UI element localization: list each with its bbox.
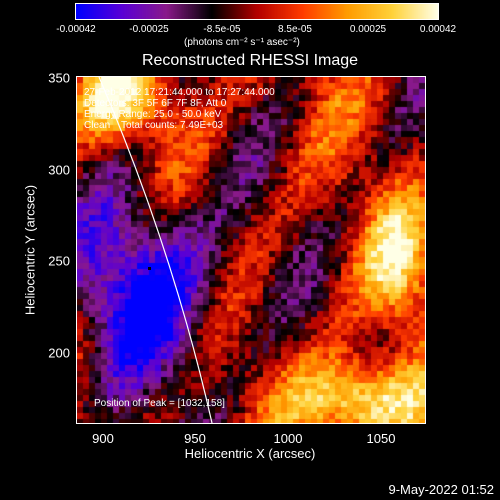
y-tick: 350 xyxy=(48,70,70,86)
colorbar xyxy=(75,3,439,20)
peak-position-text: Position of Peak = [1032,158] xyxy=(94,398,225,409)
plot-title: Reconstructed RHESSI Image xyxy=(141,52,359,69)
x-tick: 1000 xyxy=(273,431,303,446)
colorbar-units: (photons cm⁻² s⁻¹ asec⁻²) xyxy=(184,37,300,48)
heatmap-image xyxy=(77,77,425,423)
peak-marker xyxy=(148,267,151,270)
energy-range-text: Energy Range: 25.0 - 50.0 keV xyxy=(84,109,222,120)
x-tick: 1050 xyxy=(366,431,396,446)
limb-curve xyxy=(98,77,213,423)
colorbar-tick: 0.00042 xyxy=(419,24,457,35)
footer-date: 9-May-2022 01:52 xyxy=(388,482,494,497)
colorbar-tick: -0.00025 xyxy=(129,24,169,35)
time-range-text: 27-Feb-2012 17:21:44.000 to 17:27:44.000 xyxy=(84,87,275,98)
y-tick: 300 xyxy=(48,162,70,178)
y-tick: 250 xyxy=(48,253,70,269)
y-tick: 200 xyxy=(48,345,70,361)
x-tick: 950 xyxy=(184,431,206,446)
colorbar-tick: 8.5e-05 xyxy=(278,24,312,35)
total-counts-text: Clean Total counts: 7.49E+03 xyxy=(84,120,224,131)
colorbar-tick: -8.5e-05 xyxy=(203,24,241,35)
rhessi-image-plot: 27-Feb-2012 17:21:44.000 to 17:27:44.000… xyxy=(76,76,426,424)
colorbar-tick: 0.00025 xyxy=(349,24,387,35)
y-axis-label: Heliocentric Y (arcsec) xyxy=(22,184,38,316)
colorbar-tick: -0.00042 xyxy=(56,24,96,35)
detectors-text: Detectors: 3F 5F 6F 7F 8F, Att 0 xyxy=(84,98,227,109)
solar-limb-line xyxy=(98,77,213,423)
x-tick: 900 xyxy=(92,431,114,446)
x-axis-label: Heliocentric X (arcsec) xyxy=(184,446,316,461)
